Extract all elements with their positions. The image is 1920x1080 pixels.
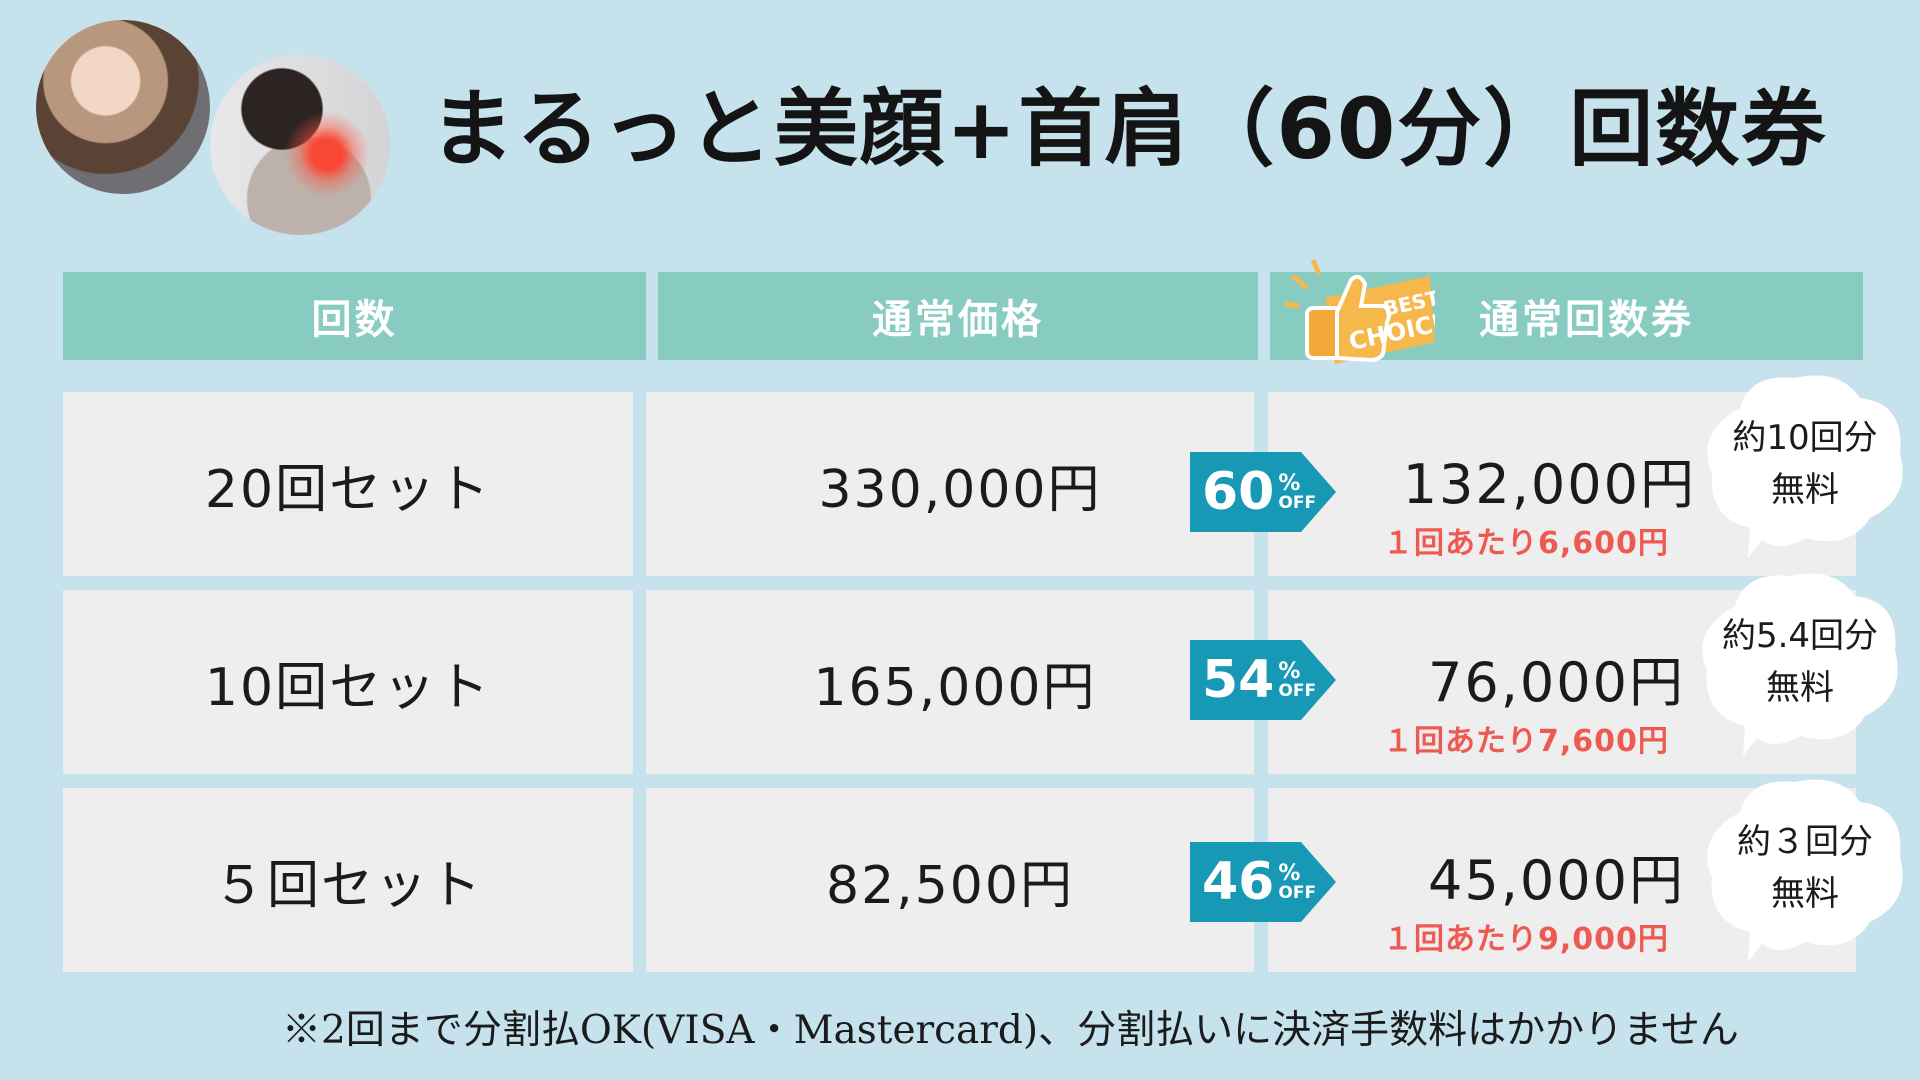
footnote: ※2回まで分割払OK(VISA・Mastercard)、分割払いに決済手数料はか…	[282, 1008, 1739, 1053]
per-time-price: １回あたり6,600円	[1383, 526, 1669, 561]
discount-number: 60	[1202, 462, 1275, 522]
ticket-price: 76,000円	[1428, 651, 1685, 714]
ticket-price: 45,000円	[1428, 849, 1685, 912]
per-time-price: １回あたり9,000円	[1383, 922, 1669, 957]
discount-number: 54	[1202, 650, 1275, 710]
burst-lines-icon	[1285, 259, 1322, 309]
regular-price: 330,000円	[818, 459, 1102, 520]
cloud-bubble-icon	[1707, 375, 1903, 558]
bonus-text: 約10回分 無料	[1732, 418, 1878, 510]
cloud-bubble-icon	[1702, 573, 1898, 756]
header-ticket-label: 通常回数券	[1479, 297, 1694, 343]
regular-price: 165,000円	[813, 657, 1097, 718]
off-word: OFF	[1278, 680, 1317, 701]
bonus-speech-bubble: 約5.4回分 無料	[1695, 566, 1905, 756]
row-count-cell: 10回セット	[63, 590, 633, 774]
ticket-price-box: 132,000円	[1380, 440, 1696, 519]
facial-acupuncture-photo	[36, 20, 210, 194]
header-count: 回数	[63, 272, 646, 360]
percent-sign: %	[1278, 860, 1301, 886]
regular-price: 82,500円	[826, 855, 1074, 916]
thumbs-up-icon	[1305, 274, 1392, 363]
discount-tag: 54 % OFF	[1190, 640, 1336, 720]
bonus-text: 約３回分 無料	[1737, 822, 1873, 914]
bonus-text: 約5.4回分 無料	[1721, 616, 1879, 708]
ticket-price-box: 45,000円	[1380, 836, 1685, 915]
discount-tag: 60 % OFF	[1190, 452, 1336, 532]
off-word: OFF	[1278, 492, 1317, 513]
row-regular-price-cell: 82,500円	[646, 788, 1254, 972]
ticket-price: 132,000円	[1402, 453, 1696, 516]
row-count-cell: ５回セット	[63, 788, 633, 972]
ticket-price-box: 76,000円	[1380, 638, 1685, 717]
row-count-cell: 20回セット	[63, 392, 633, 576]
percent-sign: %	[1278, 658, 1301, 684]
percent-sign: %	[1278, 470, 1301, 496]
row-regular-price-cell: 165,000円	[646, 590, 1254, 774]
row-regular-price-cell: 330,000円	[646, 392, 1254, 576]
off-word: OFF	[1278, 882, 1317, 903]
discount-tag: 46 % OFF	[1190, 842, 1336, 922]
discount-number: 46	[1202, 852, 1275, 912]
bonus-speech-bubble: 約10回分 無料	[1700, 368, 1910, 558]
per-time-price: １回あたり7,600円	[1383, 724, 1669, 759]
neck-shoulder-photo	[210, 55, 390, 235]
header-regular-price: 通常価格	[658, 272, 1258, 360]
best-choice-badge: BEST CHOICE	[1285, 259, 1435, 364]
cloud-bubble-icon	[1707, 779, 1903, 962]
page-title: まるっと美顔+首肩（60分）回数券	[430, 80, 1828, 178]
bonus-speech-bubble: 約３回分 無料	[1700, 772, 1910, 962]
